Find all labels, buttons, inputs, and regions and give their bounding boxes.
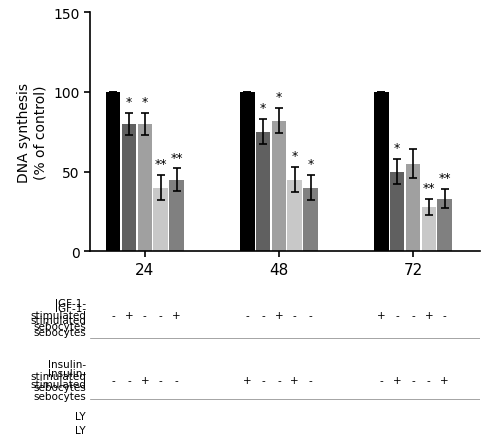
Bar [138, 125, 152, 252]
Text: -: - [308, 311, 312, 321]
Text: -: - [261, 432, 265, 434]
Text: *: * [260, 102, 266, 115]
Text: -: - [427, 375, 430, 385]
Text: -: - [159, 311, 162, 321]
Text: +: + [124, 311, 134, 321]
Text: -: - [411, 432, 415, 434]
Text: *: * [308, 158, 314, 171]
Bar [240, 92, 254, 252]
Bar [422, 207, 436, 252]
Text: Insulin-
stimulated
sebocytes: Insulin- stimulated sebocytes [30, 359, 86, 392]
Text: +: + [243, 432, 252, 434]
Text: -: - [411, 375, 415, 385]
Text: +: + [393, 375, 402, 385]
Text: *: * [276, 91, 282, 104]
Text: +: + [243, 375, 252, 385]
Text: *: * [394, 141, 400, 155]
Text: -: - [277, 375, 281, 385]
Bar [272, 121, 286, 252]
Text: *: * [292, 150, 298, 163]
Text: **: ** [154, 158, 167, 171]
Y-axis label: DNA synthesis
(% of control): DNA synthesis (% of control) [18, 82, 48, 182]
Text: -: - [261, 375, 265, 385]
Bar [256, 132, 270, 252]
Text: -: - [143, 311, 146, 321]
Text: +: + [156, 432, 165, 434]
Text: +: + [393, 432, 402, 434]
Text: +: + [140, 375, 149, 385]
Text: Insulin-
stimulated
sebocytes: Insulin- stimulated sebocytes [30, 368, 86, 401]
Text: +: + [172, 311, 181, 321]
Bar [169, 180, 184, 252]
Text: -: - [443, 311, 446, 321]
Text: **: ** [170, 151, 183, 164]
Text: -: - [246, 311, 249, 321]
Bar [406, 164, 420, 252]
Text: -: - [127, 375, 131, 385]
Text: -: - [293, 432, 296, 434]
Text: +: + [377, 432, 386, 434]
Text: -: - [411, 311, 415, 321]
Text: IGF-1-
stimulated
sebocytes: IGF-1- stimulated sebocytes [30, 304, 86, 337]
Text: LY: LY [76, 411, 86, 421]
Bar [106, 92, 120, 252]
Text: -: - [174, 375, 178, 385]
Text: +: + [306, 432, 315, 434]
Bar [438, 199, 452, 252]
Bar [390, 172, 404, 252]
Text: +: + [424, 311, 433, 321]
Bar [154, 188, 168, 252]
Text: +: + [290, 375, 299, 385]
Text: +: + [274, 311, 283, 321]
Text: +: + [377, 311, 386, 321]
Text: **: ** [422, 181, 435, 194]
Text: -: - [427, 432, 430, 434]
Bar [122, 125, 136, 252]
Text: -: - [277, 432, 281, 434]
Text: -: - [261, 311, 265, 321]
Bar [304, 188, 318, 252]
Text: LY: LY [76, 425, 86, 434]
Text: -: - [127, 432, 131, 434]
Text: **: ** [438, 172, 451, 185]
Text: -: - [143, 432, 146, 434]
Text: -: - [380, 375, 383, 385]
Text: -: - [308, 375, 312, 385]
Bar [374, 92, 388, 252]
Text: -: - [112, 375, 115, 385]
Text: *: * [126, 95, 132, 108]
Bar [288, 180, 302, 252]
Text: -: - [396, 311, 399, 321]
Text: IGF-1-
stimulated
sebocytes: IGF-1- stimulated sebocytes [30, 299, 86, 332]
Text: -: - [159, 375, 162, 385]
Text: -: - [443, 432, 446, 434]
Text: +: + [172, 432, 181, 434]
Text: +: + [440, 375, 449, 385]
Text: -: - [112, 432, 115, 434]
Text: -: - [112, 311, 115, 321]
Text: -: - [293, 311, 296, 321]
Text: *: * [142, 95, 148, 108]
